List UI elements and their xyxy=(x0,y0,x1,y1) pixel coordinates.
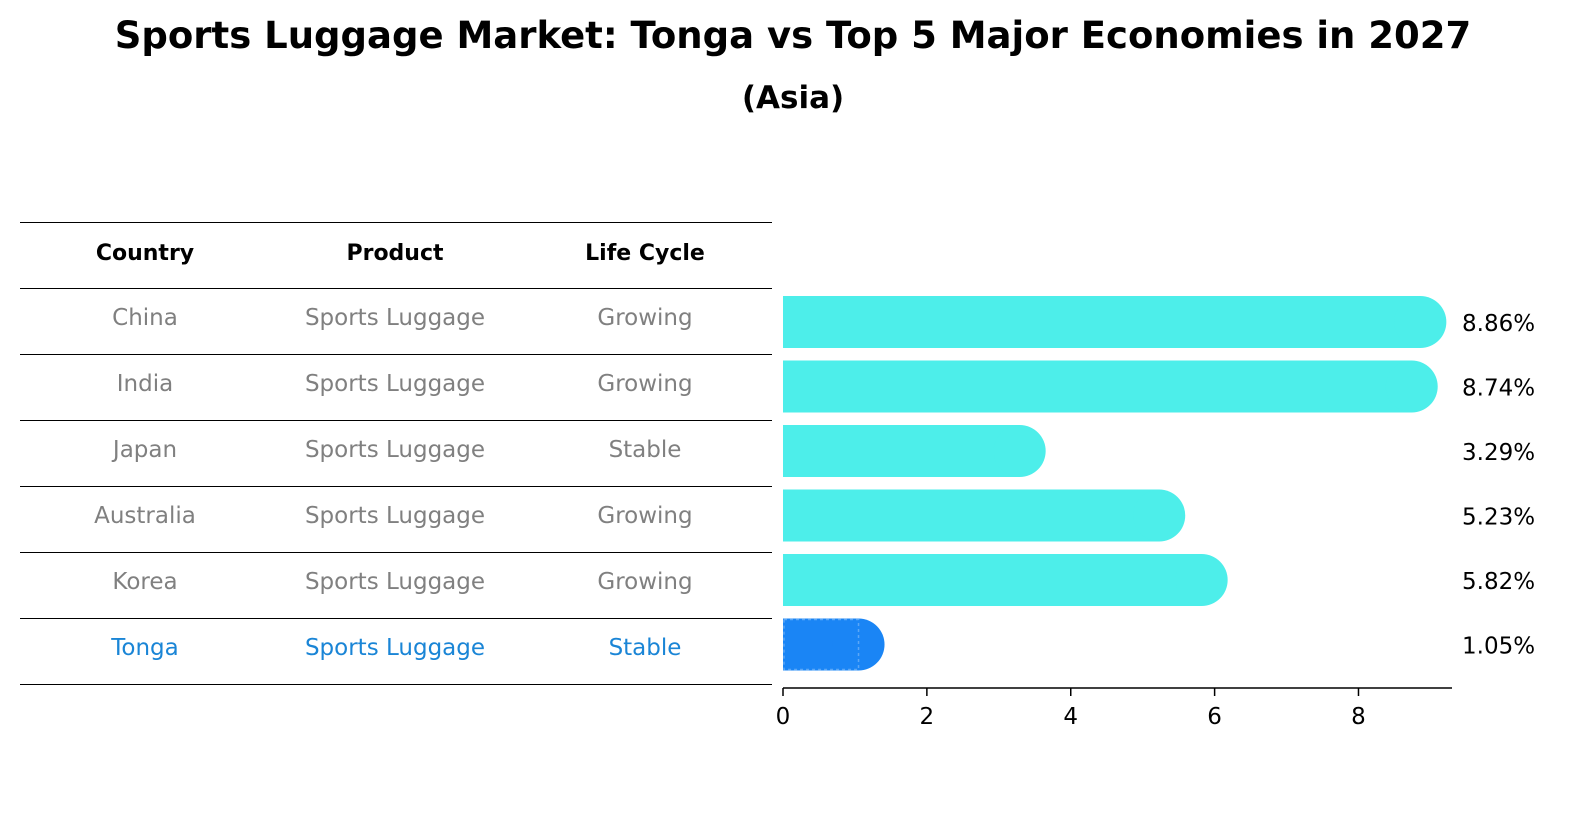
table-cell-product: Sports Luggage xyxy=(304,437,486,463)
table-rule xyxy=(20,618,772,619)
bar-cap xyxy=(1133,489,1186,542)
bar-cap xyxy=(832,618,885,671)
value-label: 1.05% xyxy=(1462,634,1535,660)
table-cell-country: Tonga xyxy=(111,635,179,661)
bar-china xyxy=(783,296,1447,348)
chart-title: Sports Luggage Market: Tonga vs Top 5 Ma… xyxy=(114,14,1472,57)
table-cell-product: Sports Luggage xyxy=(304,305,486,331)
x-tick-label: 8 xyxy=(1351,704,1366,730)
table-rule xyxy=(20,486,772,487)
value-label: 5.82% xyxy=(1462,569,1535,595)
table-cell-life-cycle: Stable xyxy=(608,437,682,463)
table-cell-country: Japan xyxy=(112,437,178,463)
bar-tonga xyxy=(783,618,885,671)
bar-body xyxy=(783,296,1421,348)
table-rule xyxy=(20,552,772,553)
bar-body xyxy=(783,489,1160,542)
table-cell-country: Korea xyxy=(112,569,178,595)
table-product-header: Product xyxy=(346,241,444,266)
value-label: 3.29% xyxy=(1462,440,1535,466)
bar-body xyxy=(783,554,1202,606)
table-cell-country: India xyxy=(116,371,174,397)
table-cell-life-cycle: Growing xyxy=(597,569,693,595)
x-tick-label: 6 xyxy=(1207,704,1222,730)
table-rule xyxy=(20,420,772,421)
x-tick-label: 2 xyxy=(920,704,935,730)
table-cell-product: Sports Luggage xyxy=(304,635,486,661)
value-label: 5.23% xyxy=(1462,505,1535,531)
table-cell-life-cycle: Growing xyxy=(597,371,693,397)
bar-body xyxy=(783,360,1412,413)
bar-cap xyxy=(993,425,1046,477)
bar-cap xyxy=(1394,296,1447,348)
bar-india xyxy=(783,360,1438,413)
bar-cap xyxy=(1175,554,1228,606)
table-cell-life-cycle: Growing xyxy=(597,503,693,529)
bar-australia xyxy=(783,489,1186,542)
table-cell-product: Sports Luggage xyxy=(304,503,486,529)
table-cell-life-cycle: Growing xyxy=(597,305,693,331)
value-label: 8.86% xyxy=(1462,311,1535,337)
value-label: 8.74% xyxy=(1462,376,1535,402)
bar-cap xyxy=(1385,360,1438,413)
bar-highlight-outline xyxy=(783,618,860,671)
chart-subtitle: (Asia) xyxy=(741,80,845,116)
table-cell-product: Sports Luggage xyxy=(304,569,486,595)
bar-japan xyxy=(783,425,1046,477)
x-tick-label: 0 xyxy=(776,704,791,730)
table-life-cycle-header: Life Cycle xyxy=(585,241,705,266)
table-cell-product: Sports Luggage xyxy=(304,371,486,397)
bar-body xyxy=(783,425,1020,477)
table-country-header: Country xyxy=(95,241,195,266)
table-cell-life-cycle: Stable xyxy=(608,635,682,661)
table-cell-country: Australia xyxy=(94,503,196,529)
table-rule xyxy=(20,684,772,685)
table-rule xyxy=(20,222,772,223)
bar-korea xyxy=(783,554,1228,606)
table-rule xyxy=(20,288,772,289)
table-cell-country: China xyxy=(112,305,178,331)
x-tick-label: 4 xyxy=(1063,704,1078,730)
table-rule xyxy=(20,354,772,355)
